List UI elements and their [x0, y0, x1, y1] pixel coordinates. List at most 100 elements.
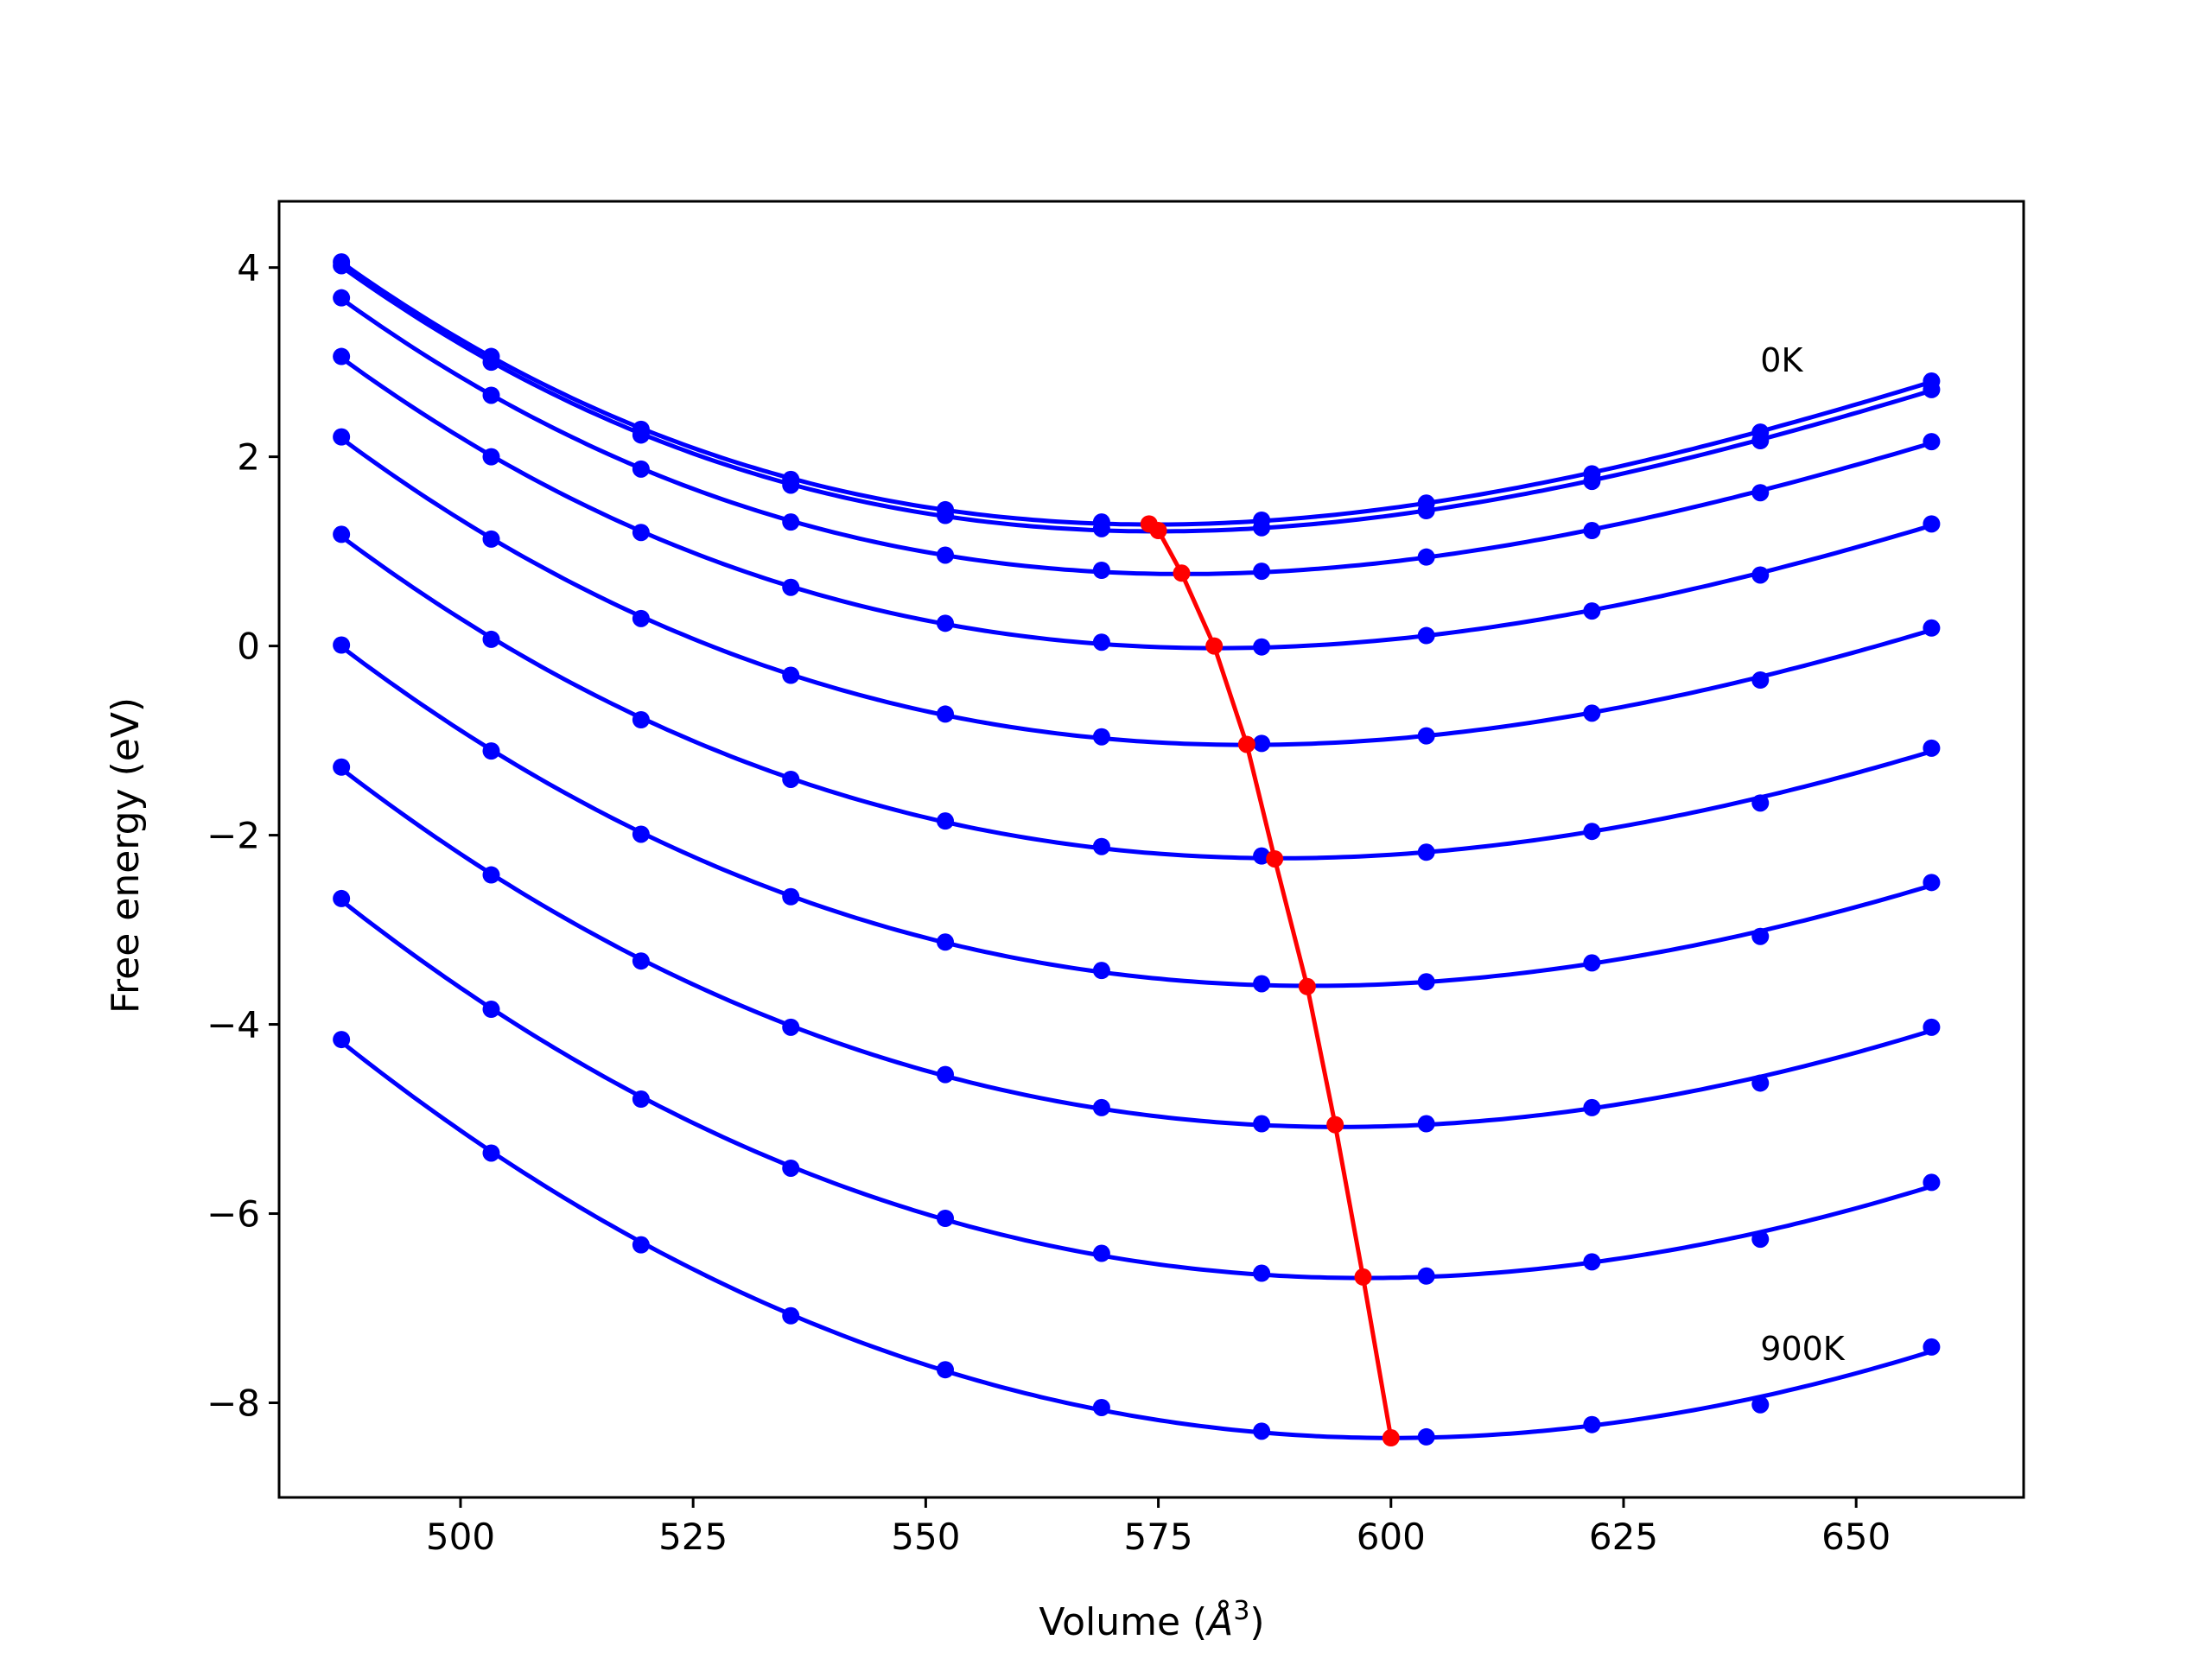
- data-point-6-3: [782, 887, 800, 906]
- x-tick-label-525: 525: [658, 1516, 728, 1558]
- data-point-5-6: [1253, 847, 1271, 865]
- curve-0: [340, 260, 1933, 527]
- x-tick-label-650: 650: [1821, 1516, 1891, 1558]
- data-point-7-4: [936, 1065, 954, 1084]
- data-point-4-7: [1417, 727, 1435, 745]
- data-point-1-9: [1751, 432, 1770, 450]
- y-tick-label-0: 0: [237, 626, 260, 668]
- data-point-3-3: [782, 578, 800, 596]
- data-point-7-10: [1923, 1018, 1941, 1036]
- data-point-1-6: [1253, 518, 1271, 537]
- y-tick-label--2: −2: [207, 815, 260, 857]
- y-axis-ticks: −8 −6 −4 −2 0 2 4: [207, 247, 279, 1425]
- data-point-9-4: [936, 1361, 954, 1379]
- data-point-8-10: [1923, 1173, 1941, 1192]
- data-point-2-6: [1253, 563, 1271, 581]
- curve-4: [340, 436, 1933, 747]
- data-point-1-10: [1923, 380, 1941, 398]
- x-axis-title-unit: Å: [1205, 1599, 1233, 1644]
- equilibrium-point-2: [1173, 564, 1191, 582]
- data-point-1-8: [1583, 473, 1601, 491]
- data-point-6-6: [1253, 975, 1271, 993]
- data-point-1-4: [936, 506, 954, 524]
- data-point-6-4: [936, 933, 954, 951]
- y-axis-title: Free energy (eV): [104, 697, 148, 1014]
- curve-6: [340, 645, 1933, 988]
- x-axis-title-base: Volume (: [1039, 1600, 1207, 1644]
- data-point-6-0: [333, 636, 351, 654]
- data-point-5-3: [782, 770, 800, 788]
- data-point-9-9: [1751, 1395, 1770, 1414]
- data-point-4-1: [482, 530, 500, 548]
- y-tick-label-2: 2: [237, 436, 260, 479]
- data-point-4-0: [333, 428, 351, 446]
- y-tick-label--6: −6: [207, 1193, 260, 1236]
- data-point-5-7: [1417, 843, 1435, 861]
- data-point-6-10: [1923, 874, 1941, 892]
- data-point-8-3: [782, 1159, 800, 1177]
- data-point-8-9: [1751, 1230, 1770, 1249]
- data-point-8-2: [632, 1090, 650, 1109]
- data-point-6-9: [1751, 927, 1770, 945]
- x-tick-label-550: 550: [891, 1516, 960, 1558]
- data-point-8-1: [482, 1001, 500, 1019]
- data-points-group: [333, 253, 1941, 1446]
- data-point-5-10: [1923, 739, 1941, 757]
- equilibrium-point-7: [1326, 1116, 1344, 1134]
- data-point-3-7: [1417, 626, 1435, 645]
- data-point-4-8: [1583, 704, 1601, 722]
- data-point-1-0: [333, 257, 351, 275]
- equilibrium-line: [1147, 522, 1394, 1439]
- data-point-6-7: [1417, 973, 1435, 991]
- data-point-3-9: [1751, 566, 1770, 584]
- data-point-4-4: [936, 705, 954, 723]
- data-point-2-7: [1417, 548, 1435, 566]
- data-point-5-5: [1092, 837, 1110, 855]
- data-point-8-5: [1092, 1244, 1110, 1262]
- data-point-9-6: [1253, 1422, 1271, 1440]
- plot-frame: [277, 200, 2025, 1499]
- data-point-9-0: [333, 1031, 351, 1049]
- data-point-6-8: [1583, 954, 1601, 972]
- data-point-4-5: [1092, 728, 1110, 746]
- curve-1: [340, 264, 1933, 534]
- data-point-3-2: [632, 524, 650, 542]
- equilibrium-point-3: [1205, 637, 1224, 655]
- data-point-5-4: [936, 812, 954, 830]
- data-point-7-2: [632, 952, 650, 970]
- equilibrium-point-9: [1382, 1429, 1400, 1447]
- data-point-9-3: [782, 1306, 800, 1325]
- data-point-1-3: [782, 476, 800, 494]
- data-point-5-2: [632, 711, 650, 728]
- x-tick-label-625: 625: [1589, 1516, 1658, 1558]
- data-point-7-9: [1751, 1074, 1770, 1092]
- data-point-8-4: [936, 1210, 954, 1228]
- data-point-1-2: [632, 426, 650, 444]
- y-tick-label--8: −8: [207, 1382, 260, 1425]
- data-point-4-10: [1923, 619, 1941, 637]
- data-point-1-5: [1092, 519, 1110, 537]
- data-point-3-5: [1092, 633, 1110, 652]
- data-point-3-0: [333, 347, 351, 365]
- annotations-group: 0K 900K: [1760, 341, 1846, 1368]
- equilibrium-point-5: [1266, 849, 1284, 868]
- data-point-7-5: [1092, 1098, 1110, 1116]
- data-point-6-1: [482, 742, 500, 760]
- data-point-8-8: [1583, 1253, 1601, 1271]
- data-point-4-9: [1751, 671, 1770, 690]
- data-point-2-5: [1092, 562, 1110, 580]
- curve-5: [340, 534, 1933, 861]
- data-point-8-7: [1417, 1267, 1435, 1285]
- data-point-2-9: [1751, 484, 1770, 502]
- data-point-9-8: [1583, 1415, 1601, 1433]
- data-point-8-0: [333, 889, 351, 907]
- data-point-3-4: [936, 614, 954, 632]
- data-point-3-10: [1923, 515, 1941, 533]
- x-axis-title-exponent: 3: [1233, 1596, 1249, 1626]
- x-axis-title: Volume (Å3): [1039, 1596, 1264, 1644]
- data-point-7-1: [482, 866, 500, 884]
- data-point-5-8: [1583, 823, 1601, 841]
- equilibrium-group: [1140, 515, 1400, 1447]
- y-tick-label-4: 4: [237, 247, 260, 289]
- data-point-9-10: [1923, 1338, 1941, 1356]
